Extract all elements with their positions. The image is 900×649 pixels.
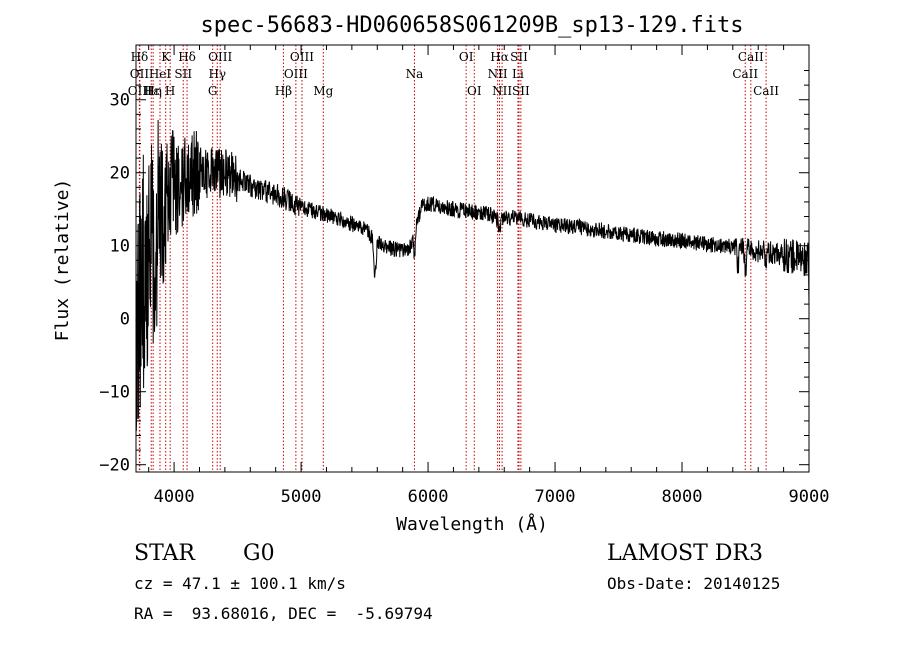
y-axis: −20 −10 0 10 20 30 <box>99 70 809 476</box>
subclass: G0 <box>243 541 275 566</box>
spectral-line-label: CaII <box>753 84 779 98</box>
spectral-line-label: Hδ <box>131 50 149 64</box>
x-axis: 4000 5000 6000 7000 8000 9000 <box>148 45 830 507</box>
spectral-line-label: Li <box>512 67 524 81</box>
spectral-line-label: OIII <box>128 84 152 98</box>
x-axis-label: Wavelength (Å) <box>396 513 548 535</box>
x-tick-label: 4000 <box>154 487 195 507</box>
spectral-line-label: OIII <box>208 50 232 64</box>
spectral-line-label: OIII <box>284 67 308 81</box>
spectral-line-label: Hβ <box>275 84 292 98</box>
plot-frame <box>135 44 810 473</box>
x-tick-label: 6000 <box>408 487 449 507</box>
spectral-line-label: Hγ <box>208 67 226 81</box>
y-tick-label: −10 <box>99 383 130 403</box>
object-class: STAR <box>134 541 195 566</box>
spectral-line-label: G <box>208 84 218 98</box>
coordinates: RA = 93.68016, DEC = -5.69794 <box>134 604 433 623</box>
spectral-line-label: OI <box>467 84 482 98</box>
spectral-line-label: OI <box>459 50 474 64</box>
y-tick-label: 30 <box>110 91 130 111</box>
y-axis-label: Flux (relative) <box>52 179 73 342</box>
spectral-line-label: K <box>161 50 171 64</box>
chart-title: spec-56683-HD060658S061209B_sp13-129.fit… <box>200 13 743 38</box>
spectral-line-label: H <box>165 84 175 98</box>
spectral-line-label: SII <box>512 84 530 98</box>
x-tick-label: 8000 <box>662 487 703 507</box>
redshift-line: cz = 47.1 ± 100.1 km/s <box>134 574 346 593</box>
spectral-line-markers <box>138 45 767 472</box>
spectral-line-label: SII <box>510 50 528 64</box>
spectrum-trace <box>135 119 810 432</box>
x-tick-label: 7000 <box>535 487 576 507</box>
x-tick-label: 9000 <box>789 487 830 507</box>
spectral-line-label: OII <box>130 67 150 81</box>
spectral-line-label: Hη <box>144 84 162 98</box>
y-tick-label: 20 <box>110 164 130 184</box>
spectral-line-label: NII <box>488 67 508 81</box>
y-tick-label: −20 <box>99 456 130 476</box>
survey-name: LAMOST DR3 <box>607 541 763 566</box>
spectral-line-label: Na <box>406 67 424 81</box>
spectral-line-label: CaII <box>732 67 758 81</box>
spectral-line-label: OIII <box>290 50 314 64</box>
spectral-line-label: SII <box>174 67 192 81</box>
obs-date: Obs-Date: 20140125 <box>607 574 781 593</box>
spectral-line-label: HeI <box>149 67 172 81</box>
y-tick-label: 10 <box>110 237 130 257</box>
spectral-line-label: Hα <box>490 50 509 64</box>
spectral-line-label: Mg <box>313 84 333 98</box>
spectral-line-label: NII <box>492 84 512 98</box>
spectral-line-label: Hε <box>143 84 160 98</box>
spectral-line-label: CaII <box>738 50 764 64</box>
x-tick-label: 5000 <box>281 487 322 507</box>
y-tick-label: 0 <box>120 310 130 330</box>
spectral-line-label: Hδ <box>178 50 196 64</box>
